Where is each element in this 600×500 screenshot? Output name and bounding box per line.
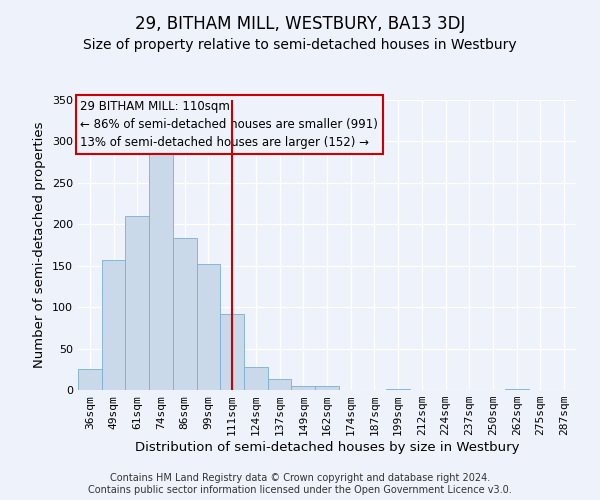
Text: Size of property relative to semi-detached houses in Westbury: Size of property relative to semi-detach…	[83, 38, 517, 52]
Bar	[197, 264, 220, 390]
Bar	[386, 389, 410, 390]
Text: 29, BITHAM MILL, WESTBURY, BA13 3DJ: 29, BITHAM MILL, WESTBURY, BA13 3DJ	[135, 15, 465, 33]
Bar	[149, 152, 173, 390]
Bar	[268, 379, 292, 390]
Text: 29 BITHAM MILL: 110sqm
← 86% of semi-detached houses are smaller (991)
13% of se: 29 BITHAM MILL: 110sqm ← 86% of semi-det…	[80, 100, 379, 149]
Bar	[78, 370, 102, 390]
Bar	[220, 314, 244, 390]
Bar	[315, 386, 339, 390]
Bar	[244, 367, 268, 390]
Y-axis label: Number of semi-detached properties: Number of semi-detached properties	[34, 122, 46, 368]
Bar	[292, 386, 315, 390]
Bar	[505, 389, 529, 390]
Text: Contains HM Land Registry data © Crown copyright and database right 2024.
Contai: Contains HM Land Registry data © Crown c…	[88, 474, 512, 495]
X-axis label: Distribution of semi-detached houses by size in Westbury: Distribution of semi-detached houses by …	[135, 441, 519, 454]
Bar	[173, 238, 197, 390]
Bar	[125, 216, 149, 390]
Bar	[102, 260, 125, 390]
